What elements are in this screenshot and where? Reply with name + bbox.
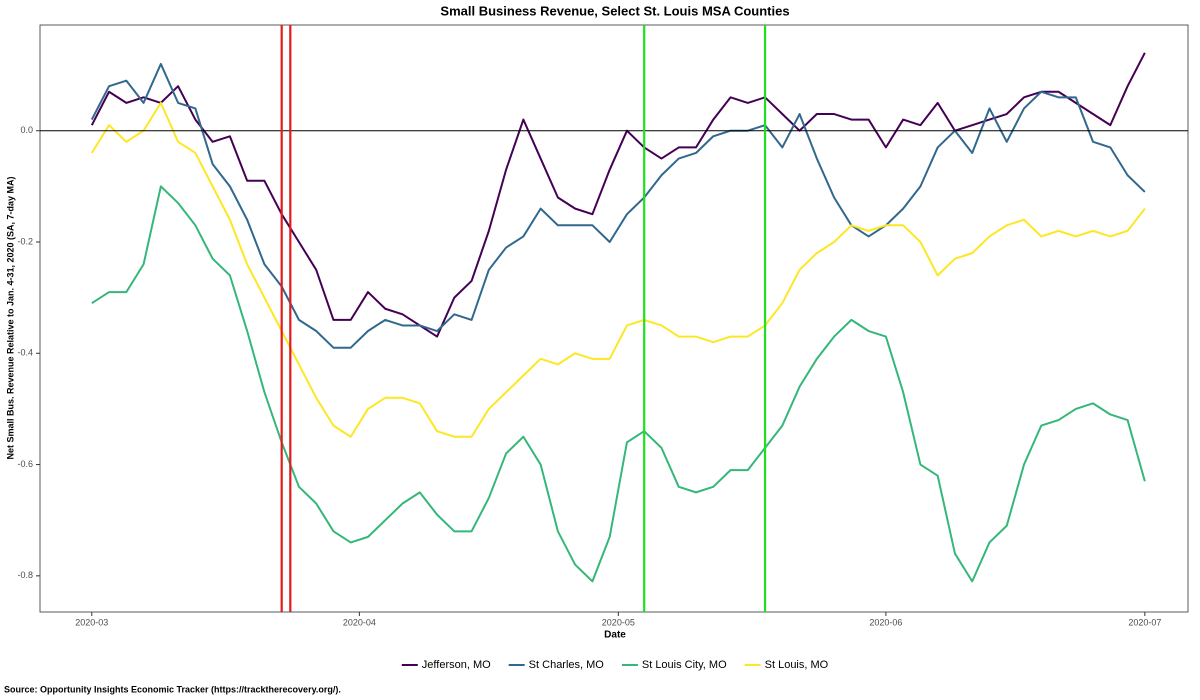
legend-label: St Louis, MO (765, 659, 829, 671)
y-tick-label: 0.0 (20, 125, 33, 135)
chart-title: Small Business Revenue, Select St. Louis… (440, 3, 789, 18)
source-note: Source: Opportunity Insights Economic Tr… (4, 684, 341, 694)
legend-label: St Charles, MO (529, 659, 605, 671)
series-line (90, 101, 1146, 438)
y-axis-label: Net Small Bus. Revenue Relative to Jan. … (5, 176, 15, 459)
x-tick-label: 2020-07 (1128, 617, 1161, 627)
series-line (91, 185, 1146, 583)
x-axis-label: Date (604, 630, 626, 641)
x-tick-label: 2020-05 (602, 617, 635, 627)
series-line (90, 52, 1146, 338)
legend: Jefferson, MO St Charles, MO St Louis City… (401, 659, 829, 671)
plot-panel (39, 24, 1189, 613)
legend-label: Jefferson, MO (422, 659, 491, 671)
x-tick-label: 2020-04 (343, 617, 376, 627)
y-tick-label: -0.4 (17, 348, 33, 358)
y-tick-label: -0.2 (17, 236, 33, 246)
x-tick-label: 2020-03 (75, 617, 108, 627)
y-tick-label: -0.6 (17, 459, 33, 469)
x-tick-label: 2020-06 (869, 617, 902, 627)
legend-label: St Louis City, MO (642, 659, 727, 671)
series-line (90, 62, 1146, 349)
y-tick-label: -0.8 (17, 570, 33, 580)
